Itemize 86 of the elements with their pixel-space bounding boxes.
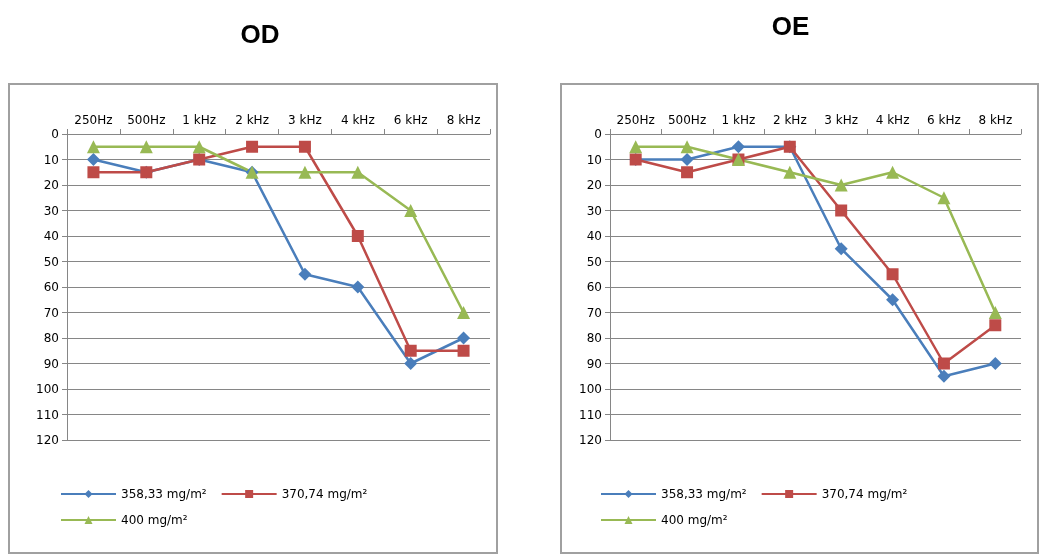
y-tick-label: 10 — [586, 152, 602, 167]
point — [246, 140, 259, 153]
x-tick-label: 3 kHz — [824, 113, 859, 127]
point — [86, 140, 100, 154]
point — [988, 306, 1002, 319]
point — [629, 140, 643, 154]
point — [298, 267, 312, 281]
y-tick-label: 60 — [586, 280, 602, 294]
y-tick-label: 110 — [36, 407, 59, 422]
point — [139, 140, 153, 154]
y-tick-label: 50 — [43, 254, 59, 269]
point — [835, 204, 848, 217]
y-tick-label: 120 — [36, 433, 59, 447]
point — [351, 280, 365, 294]
y-tick-label: 10 — [43, 152, 59, 167]
legend-label: 370,74 mg/m² — [821, 487, 908, 501]
point — [86, 153, 100, 166]
point — [404, 204, 418, 217]
point — [989, 319, 1002, 332]
legend-label: 358,33 mg/m² — [121, 487, 207, 501]
y-tick-label: 30 — [43, 203, 59, 218]
y-tick-label: 100 — [579, 382, 602, 396]
x-tick-label: 6 kHz — [927, 113, 961, 127]
y-tick-label: 30 — [586, 203, 602, 218]
point — [886, 165, 900, 179]
x-tick-label: 8 kHz — [446, 113, 481, 127]
legend-label: 400 mg/m² — [661, 513, 728, 527]
y-tick-label: 40 — [586, 229, 602, 243]
chart-title: OE — [771, 11, 810, 41]
point — [731, 140, 745, 154]
point — [834, 178, 848, 192]
point — [192, 140, 206, 154]
x-tick-label: 250Hz — [616, 113, 655, 127]
y-tick-label: 40 — [43, 229, 59, 243]
legend-label: 358,33 mg/m² — [661, 487, 747, 501]
point — [937, 191, 951, 205]
point — [404, 357, 418, 370]
y-tick-label: 110 — [579, 407, 602, 422]
y-tick-label: 50 — [586, 254, 602, 269]
y-tick-label: 20 — [586, 178, 602, 192]
point — [680, 140, 694, 154]
point — [681, 166, 694, 179]
point — [988, 357, 1002, 370]
x-tick-label: 6 kHz — [393, 113, 428, 127]
x-tick-label: 500Hz — [667, 113, 707, 127]
x-tick-label: 2 kHz — [772, 113, 807, 127]
point — [680, 153, 694, 166]
x-tick-label: 4 kHz — [340, 113, 375, 127]
point — [457, 306, 471, 319]
y-tick-label: 60 — [43, 280, 59, 294]
y-tick-label: 70 — [43, 305, 59, 320]
x-tick-label: 3 kHz — [288, 113, 322, 127]
y-tick-label: 90 — [586, 356, 602, 371]
x-tick-label: 1 kHz — [182, 113, 217, 127]
x-tick-label: 250Hz — [74, 113, 113, 127]
legend-label: 400 mg/m² — [121, 513, 188, 527]
x-tick-label: 8 kHz — [978, 113, 1013, 127]
point — [87, 166, 100, 179]
point — [886, 268, 899, 281]
point — [298, 140, 311, 153]
y-tick-label: 0 — [594, 127, 602, 141]
y-tick-label: 80 — [586, 331, 602, 345]
point — [404, 344, 417, 357]
point — [834, 242, 848, 256]
point — [886, 293, 900, 307]
point — [783, 165, 797, 179]
point — [298, 165, 312, 179]
y-tick-label: 90 — [43, 356, 59, 371]
y-tick-label: 100 — [36, 382, 59, 396]
x-tick-label: 1 kHz — [721, 113, 756, 127]
point — [457, 344, 470, 357]
point — [937, 369, 951, 383]
point — [457, 331, 471, 345]
legend-label: 370,74 mg/m² — [281, 487, 368, 501]
point — [937, 357, 950, 370]
y-tick-label: 20 — [43, 178, 59, 192]
x-tick-label: 500Hz — [127, 113, 166, 127]
point — [351, 230, 364, 242]
y-tick-label: 80 — [43, 331, 59, 345]
y-tick-label: 70 — [586, 305, 602, 320]
y-tick-label: 120 — [579, 433, 602, 447]
y-tick-label: 0 — [51, 127, 59, 141]
x-tick-label: 4 kHz — [875, 113, 910, 127]
chart-title: OD — [240, 19, 280, 49]
x-tick-label: 2 kHz — [235, 113, 269, 127]
point — [351, 165, 365, 179]
